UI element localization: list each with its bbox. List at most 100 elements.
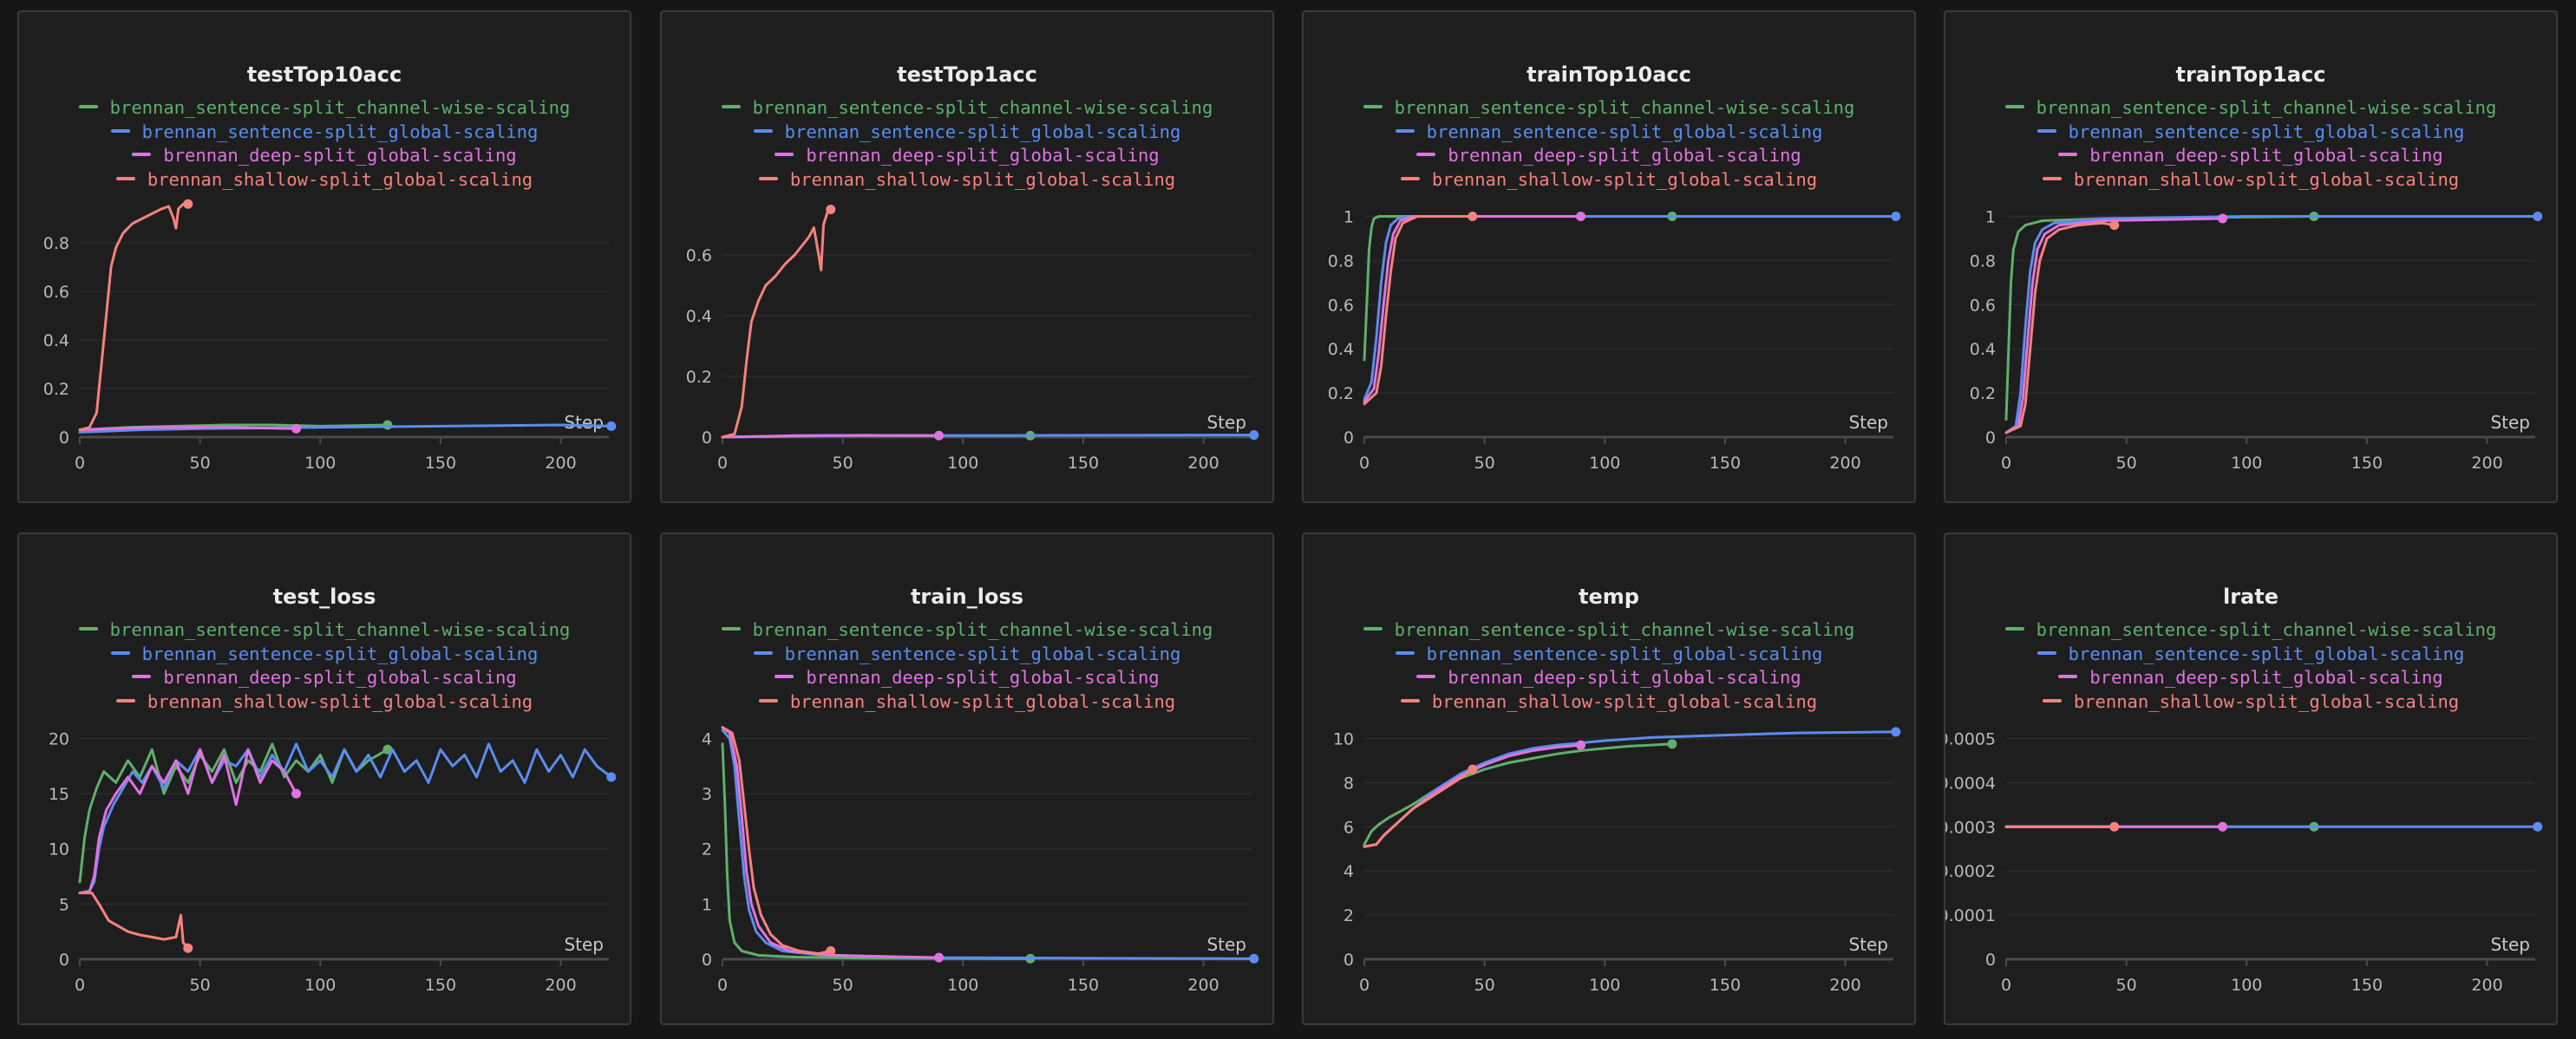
y-tick-label: 8 — [1344, 774, 1354, 793]
panel-trainTop1acc[interactable]: trainTop1acc brennan_sentence-split_chan… — [1944, 10, 2558, 503]
plot-area[interactable]: 0 0.2 0.4 0.6 0.8 0 50 100 150 200 Step — [19, 12, 631, 503]
legend-item[interactable]: brennan_deep-split_global-scaling — [1945, 666, 2556, 690]
legend-item[interactable]: brennan_sentence-split_channel-wise-scal… — [19, 618, 630, 643]
legend-item[interactable]: brennan_deep-split_global-scaling — [19, 666, 630, 690]
legend-label: brennan_sentence-split_channel-wise-scal… — [2036, 619, 2497, 640]
legend-item[interactable]: brennan_sentence-split_global-scaling — [1304, 121, 1914, 145]
legend-item[interactable]: brennan_shallow-split_global-scaling — [1945, 168, 2556, 193]
panel-trainTop10acc[interactable]: trainTop10acc brennan_sentence-split_cha… — [1302, 10, 1916, 503]
series-line[interactable] — [78, 748, 297, 895]
legend-item[interactable]: brennan_shallow-split_global-scaling — [19, 168, 630, 193]
legend-item[interactable]: brennan_sentence-split_global-scaling — [1945, 121, 2556, 145]
x-tick-label: 0 — [2001, 976, 2011, 995]
panel-test-loss[interactable]: test_loss brennan_sentence-split_channel… — [17, 533, 631, 1025]
series-line[interactable] — [2004, 221, 2116, 435]
plot-area[interactable]: 0 1 2 3 4 0 50 100 150 200 Step — [662, 534, 1274, 1025]
series-end-marker — [1667, 739, 1677, 749]
legend-item[interactable]: brennan_deep-split_global-scaling — [662, 666, 1272, 690]
series-line[interactable] — [721, 434, 940, 439]
legend-item[interactable]: brennan_sentence-split_global-scaling — [662, 121, 1272, 145]
x-axis-label: Step — [564, 934, 604, 955]
x-tick-label: 100 — [1589, 976, 1620, 995]
panel-testTop10acc[interactable]: testTop10acc brennan_sentence-split_chan… — [17, 10, 631, 503]
plot-area[interactable]: 0 0.0001 0.0002 0.0003 0.0004 0.0005 0 50 100 150… — [1945, 534, 2558, 1025]
legend-swatch — [78, 627, 98, 631]
legend-item[interactable]: brennan_sentence-split_channel-wise-scal… — [662, 618, 1272, 643]
y-tick-label: 6 — [1344, 818, 1354, 837]
series-line[interactable] — [78, 423, 613, 434]
legend-item[interactable]: brennan_shallow-split_global-scaling — [1945, 690, 2556, 715]
legend-item[interactable]: brennan_shallow-split_global-scaling — [1304, 690, 1914, 715]
legend-item[interactable]: brennan_sentence-split_global-scaling — [19, 643, 630, 667]
legend-item[interactable]: brennan_sentence-split_global-scaling — [1304, 643, 1914, 667]
legend-item[interactable]: brennan_deep-split_global-scaling — [19, 144, 630, 168]
x-axis-label: Step — [2490, 412, 2530, 433]
y-tick-label: 0.0001 — [1945, 906, 1996, 925]
legend-item[interactable]: brennan_deep-split_global-scaling — [1945, 144, 2556, 168]
x-axis-label: Step — [2490, 934, 2530, 955]
y-tick-label: 0.8 — [43, 234, 69, 253]
legend-item[interactable]: brennan_sentence-split_channel-wise-scal… — [1304, 618, 1914, 643]
legend-item[interactable]: brennan_shallow-split_global-scaling — [1304, 168, 1914, 193]
y-tick-label: 4 — [702, 729, 712, 748]
legend-item[interactable]: brennan_shallow-split_global-scaling — [662, 168, 1272, 193]
legend-swatch — [132, 153, 152, 156]
legend-item[interactable]: brennan_sentence-split_global-scaling — [662, 643, 1272, 667]
series-line[interactable] — [78, 202, 190, 432]
series-line[interactable] — [1363, 215, 1474, 406]
plot-area[interactable]: 0 0.2 0.4 0.6 0 50 100 150 200 Step — [662, 12, 1274, 503]
series-line[interactable] — [1363, 215, 1898, 402]
series-end-marker — [2109, 821, 2120, 832]
series-line[interactable] — [721, 726, 940, 959]
series-line[interactable] — [78, 426, 297, 432]
series-line[interactable] — [2004, 215, 2316, 421]
series-line[interactable] — [721, 742, 1032, 960]
series-line[interactable] — [78, 892, 190, 950]
series-line[interactable] — [1363, 743, 1582, 848]
series-end-marker — [934, 430, 945, 441]
panel-lrate[interactable]: lrate brennan_sentence-split_channel-wis… — [1944, 533, 2558, 1025]
legend-item[interactable]: brennan_sentence-split_channel-wise-scal… — [1945, 618, 2556, 643]
panel-testTop1acc[interactable]: testTop1acc brennan_sentence-split_chann… — [660, 10, 1274, 503]
plot-area[interactable]: 0 0.2 0.4 0.6 0.8 1 0 50 100 150 200 Step — [1304, 12, 1916, 503]
legend-item[interactable]: brennan_deep-split_global-scaling — [1304, 144, 1914, 168]
series-line[interactable] — [1363, 215, 1582, 403]
series-line[interactable] — [721, 208, 833, 439]
panel-train-loss[interactable]: train_loss brennan_sentence-split_channe… — [660, 533, 1274, 1025]
legend-item[interactable]: brennan_sentence-split_channel-wise-scal… — [662, 96, 1272, 121]
legend-item[interactable]: brennan_sentence-split_global-scaling — [19, 121, 630, 145]
series-line[interactable] — [2004, 215, 2540, 435]
legend-label: brennan_deep-split_global-scaling — [163, 667, 517, 688]
series-line[interactable] — [721, 729, 1256, 960]
legend-swatch — [115, 698, 135, 702]
legend-item[interactable]: brennan_shallow-split_global-scaling — [19, 690, 630, 715]
legend: brennan_sentence-split_channel-wise-scal… — [662, 618, 1272, 716]
series-line[interactable] — [2004, 217, 2224, 435]
legend-item[interactable]: brennan_deep-split_global-scaling — [662, 144, 1272, 168]
x-tick-label: 50 — [2116, 454, 2137, 473]
x-tick-label: 200 — [545, 454, 576, 473]
legend-item[interactable]: brennan_shallow-split_global-scaling — [662, 690, 1272, 715]
legend-label: brennan_shallow-split_global-scaling — [1431, 690, 1818, 712]
series-line[interactable] — [1363, 215, 1674, 362]
plot-area[interactable]: 0 0.2 0.4 0.6 0.8 1 0 50 100 150 200 Step — [1945, 12, 2558, 503]
legend-item[interactable]: brennan_sentence-split_channel-wise-scal… — [19, 96, 630, 121]
legend-item[interactable]: brennan_deep-split_global-scaling — [1304, 666, 1914, 690]
series-line[interactable] — [721, 726, 833, 956]
legend-label: brennan_shallow-split_global-scaling — [1431, 168, 1818, 190]
series-line[interactable] — [1363, 768, 1474, 848]
legend-item[interactable]: brennan_sentence-split_global-scaling — [1945, 643, 2556, 667]
series-line[interactable] — [1363, 742, 1674, 846]
x-axis-label: Step — [1848, 412, 1888, 433]
series-end-marker — [2109, 220, 2120, 231]
legend-item[interactable]: brennan_sentence-split_channel-wise-scal… — [1945, 96, 2556, 121]
series-line[interactable] — [78, 742, 613, 895]
legend-swatch — [758, 698, 778, 702]
legend-swatch — [758, 176, 778, 180]
legend-item[interactable]: brennan_sentence-split_channel-wise-scal… — [1304, 96, 1914, 121]
panel-temp[interactable]: temp brennan_sentence-split_channel-wise… — [1302, 533, 1916, 1025]
panel-title: test_loss — [272, 585, 376, 609]
